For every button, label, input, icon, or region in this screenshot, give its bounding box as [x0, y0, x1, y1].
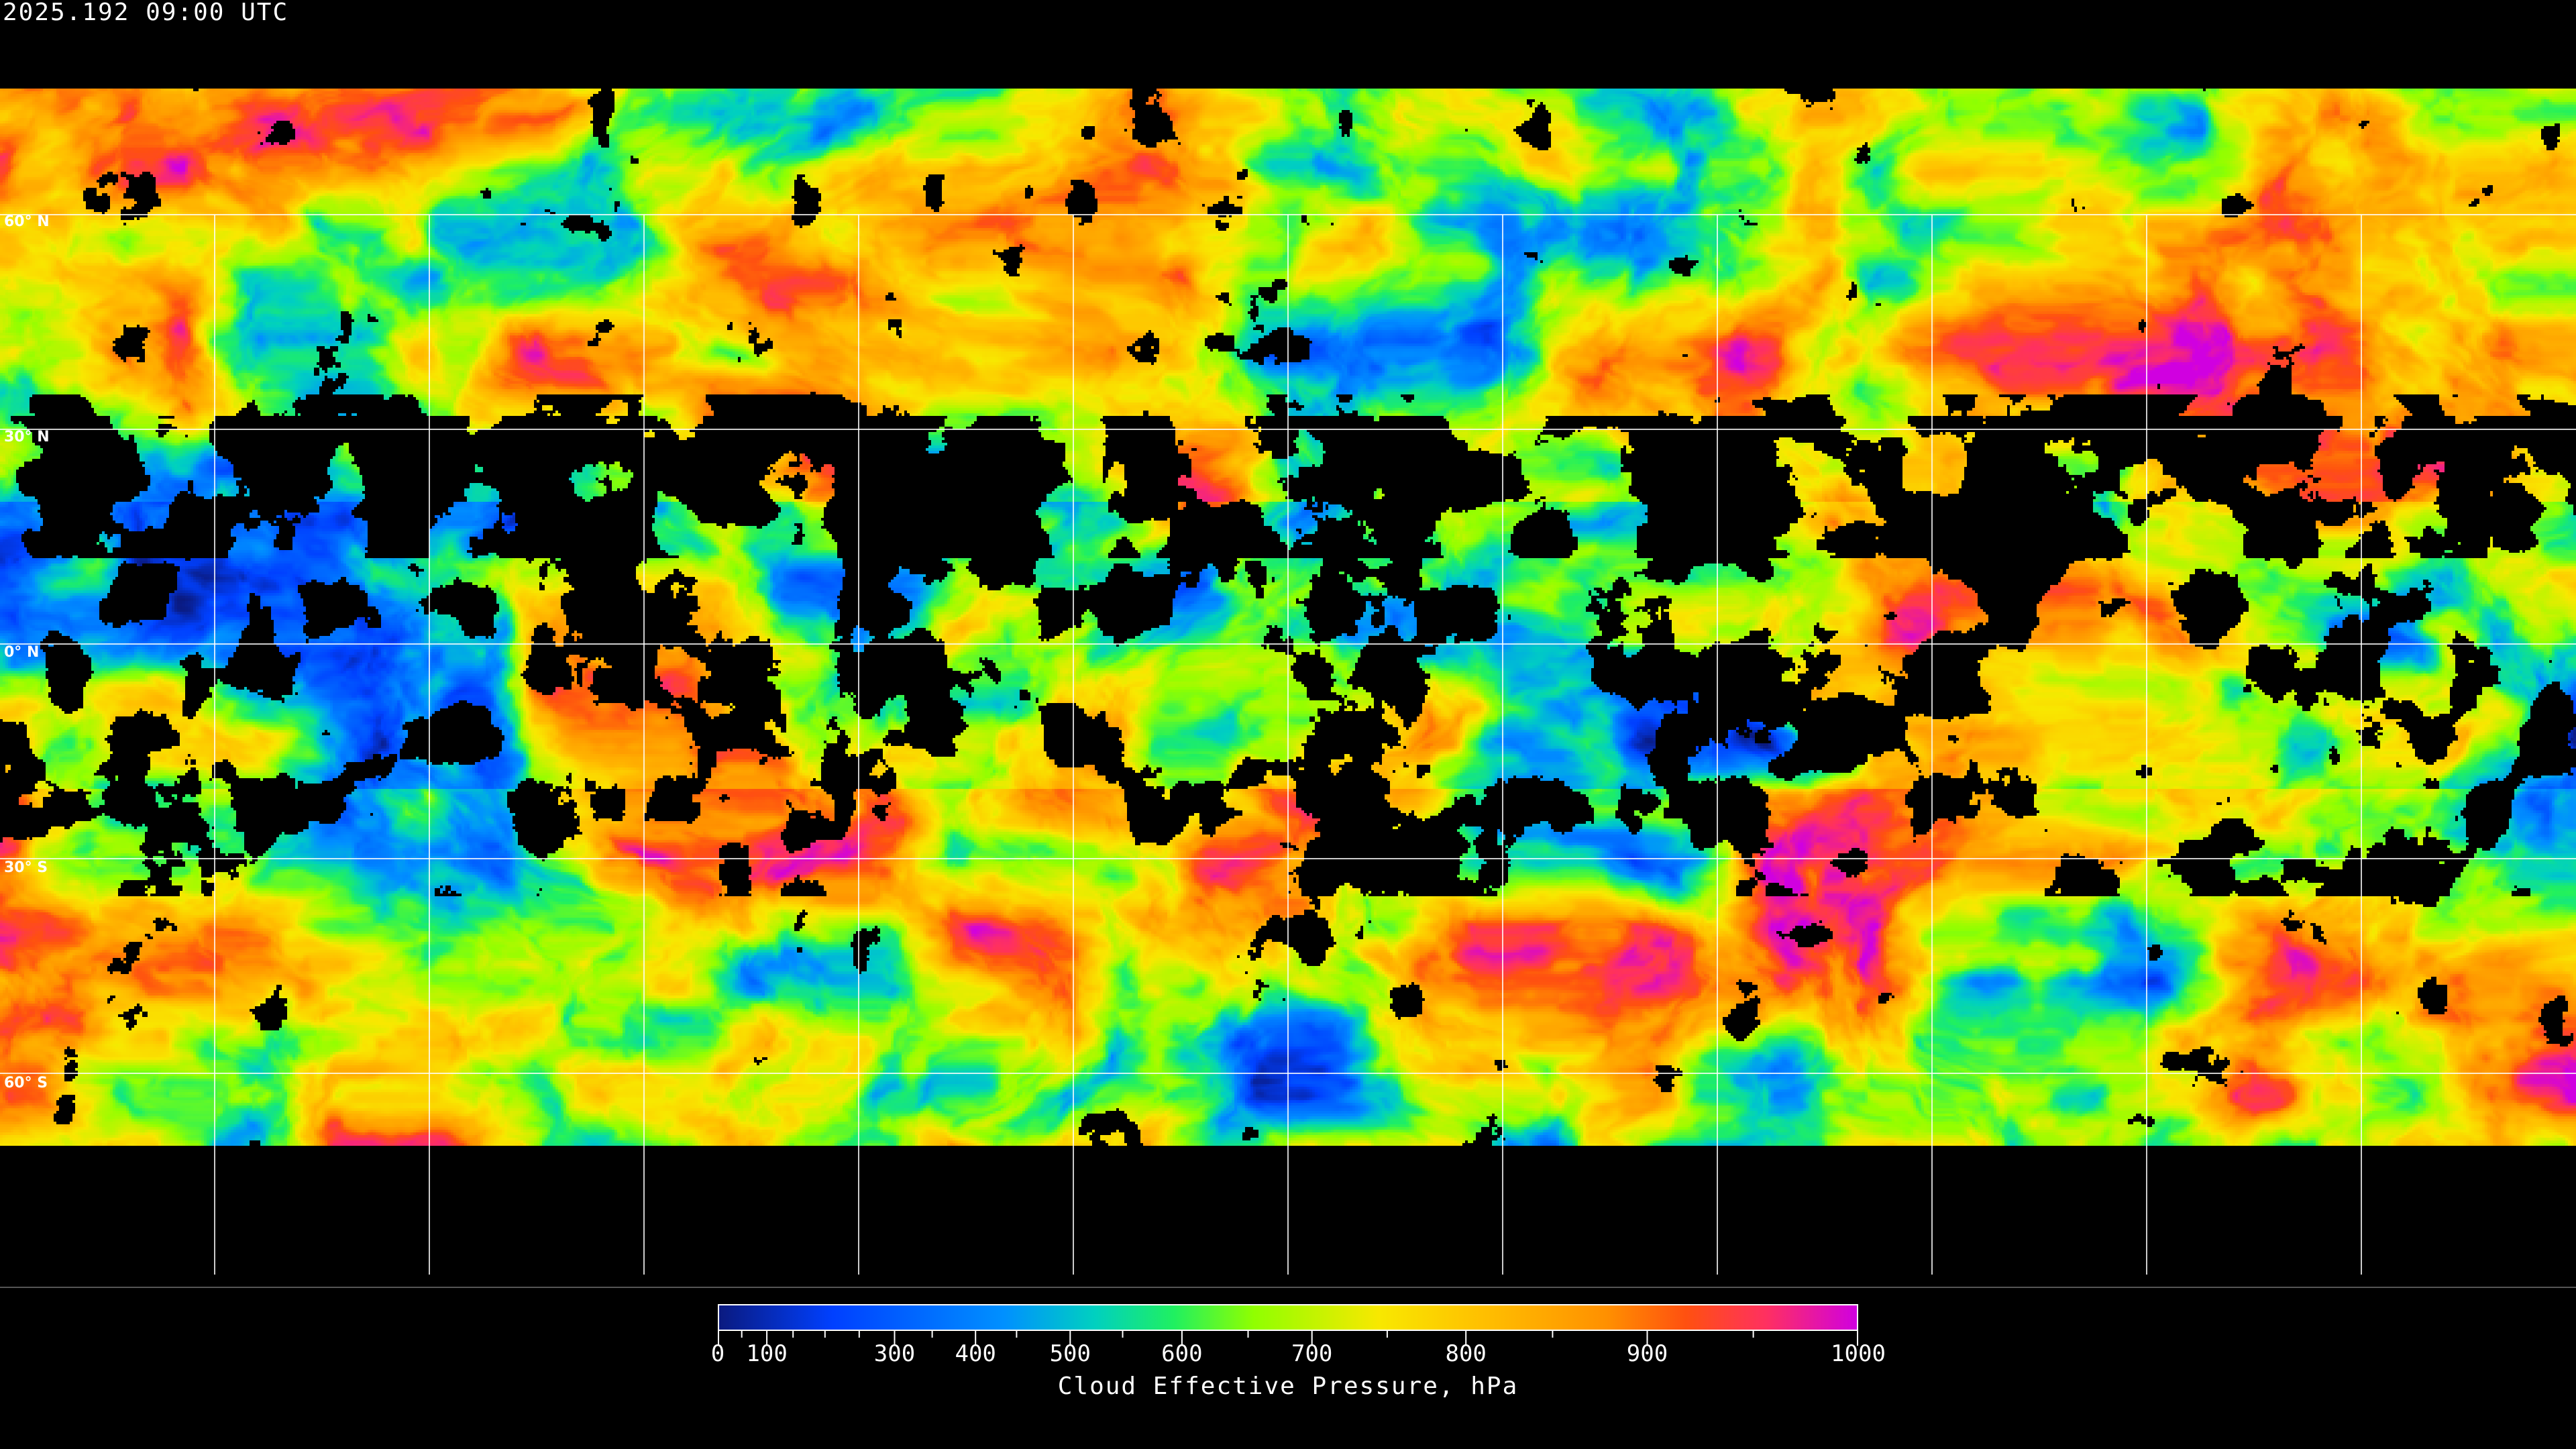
lat-label-60n: 60° N [4, 213, 50, 230]
map-border [0, 1287, 2576, 1288]
colorbar [718, 1304, 1858, 1331]
colorbar-tick-label: 600 [1161, 1340, 1203, 1367]
colorbar-tick-label: 400 [955, 1340, 996, 1367]
colorbar-tick-label: 1000 [1831, 1340, 1886, 1367]
timestamp: 2025.192 09:00 UTC [3, 0, 289, 26]
lat-label-30n: 30° N [4, 429, 50, 445]
colorbar-tick-label: 800 [1445, 1340, 1487, 1367]
colorbar-ticks [718, 1331, 1858, 1346]
colorbar-tick-label: 300 [873, 1340, 916, 1367]
graticule [0, 214, 2576, 1275]
colorbar-tick-label: 700 [1291, 1340, 1333, 1367]
lat-label-60s: 60° S [4, 1075, 48, 1091]
colorbar-title: Cloud Effective Pressure, hPa [1057, 1373, 1519, 1400]
colorbar-tick-label: 500 [1049, 1340, 1091, 1367]
colorbar-tick-label: 900 [1626, 1340, 1668, 1367]
colorbar-tick-label: 0 [710, 1340, 725, 1367]
lat-label-30s: 30° S [4, 859, 48, 876]
lat-label-0: 0° N [4, 644, 40, 661]
colorbar-tick-label: 100 [746, 1340, 788, 1367]
